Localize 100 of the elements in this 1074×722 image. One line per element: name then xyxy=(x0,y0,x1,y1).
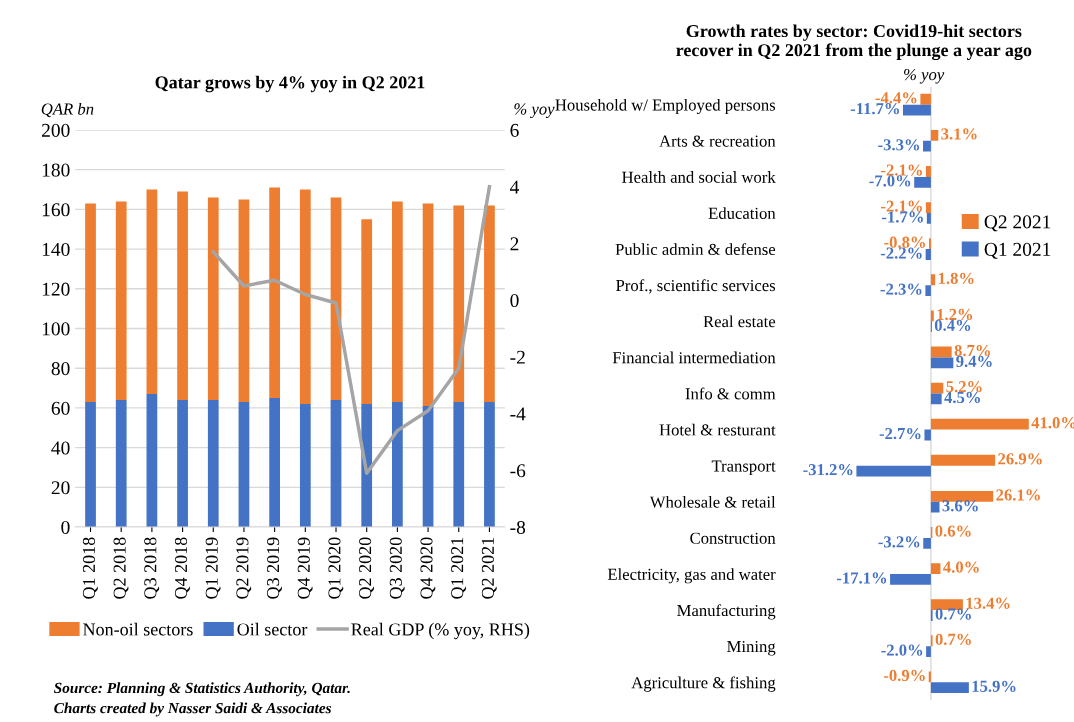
y-axis-title: QAR bn xyxy=(41,102,94,118)
y-tick-label: Manufacturing xyxy=(677,604,776,620)
data-label: -4.4% xyxy=(875,92,917,104)
bar xyxy=(930,418,1029,430)
y-tick-label: Real estate xyxy=(703,315,776,328)
x-tick-label: Q2 2020 xyxy=(359,537,374,599)
bar xyxy=(920,93,931,105)
bar xyxy=(925,166,931,177)
bar xyxy=(299,403,311,528)
bar xyxy=(146,394,158,528)
bar xyxy=(930,490,994,502)
bar xyxy=(207,197,219,400)
data-label: 0.4% xyxy=(934,319,971,331)
data-label: 1.8% xyxy=(938,272,974,285)
y2-tick-label: -8 xyxy=(510,520,526,534)
data-label: -0.8% xyxy=(884,236,926,248)
bar xyxy=(923,140,931,152)
bar xyxy=(930,393,942,405)
y2-tick-label: -2 xyxy=(510,350,525,364)
y-tick-label: 160 xyxy=(42,203,70,217)
bar xyxy=(923,537,931,549)
y-tick-label: 120 xyxy=(42,282,70,296)
bar xyxy=(856,465,931,477)
data-label: -2.3% xyxy=(880,283,922,295)
x-tick-label: Q2 2018 xyxy=(113,537,129,599)
bar xyxy=(930,454,996,466)
bar xyxy=(926,646,931,658)
data-label: 4.0% xyxy=(943,561,979,573)
data-label: 8.7% xyxy=(954,344,990,357)
y-tick-label: Household w/ Employed persons xyxy=(555,98,776,115)
bar xyxy=(453,401,465,528)
bar xyxy=(269,398,281,528)
data-label: 4.5% xyxy=(944,391,980,404)
bar xyxy=(930,501,940,513)
legend-label: Oil sector xyxy=(237,622,308,636)
bar xyxy=(902,104,931,116)
bar xyxy=(453,205,465,402)
y-tick-label: Wholesale & retail xyxy=(649,496,776,508)
bar xyxy=(269,187,281,398)
x-axis-title: % yoy xyxy=(904,68,945,84)
legend-label: Q2 2021 xyxy=(984,215,1051,232)
bar xyxy=(930,563,941,574)
x-tick-label: Q2 2019 xyxy=(236,537,252,599)
y-tick-label: Agriculture & fishing xyxy=(631,676,776,692)
bar xyxy=(930,274,936,286)
x-tick-label: Q4 2019 xyxy=(297,537,313,599)
x-tick-label: Q1 2019 xyxy=(205,537,221,599)
y-tick-label: 180 xyxy=(42,163,70,177)
bar xyxy=(392,201,403,402)
line-series xyxy=(211,184,492,475)
x-tick-label: Q3 2020 xyxy=(389,537,405,599)
y-tick-label: Public admin & defense xyxy=(615,243,776,256)
y-tick-label: Health and social work xyxy=(622,171,776,183)
y-tick-label: Arts & recreation xyxy=(659,135,776,147)
bar xyxy=(930,346,952,358)
data-label: 15.9% xyxy=(972,680,1016,692)
bar xyxy=(177,399,188,528)
data-label: 3.1% xyxy=(941,128,977,140)
y2-tick-label: 0 xyxy=(510,293,519,308)
data-label: -3.2% xyxy=(878,536,920,548)
bar xyxy=(85,401,96,528)
data-label: 26.1% xyxy=(996,489,1040,501)
bar xyxy=(925,285,931,297)
bar xyxy=(484,401,495,528)
bar xyxy=(930,382,944,394)
data-label: -2.0% xyxy=(881,644,923,656)
bar xyxy=(392,401,403,528)
y-tick-label: 20 xyxy=(51,481,70,495)
data-label: 0.7% xyxy=(935,608,971,620)
bar xyxy=(930,357,954,369)
y-tick-label: 200 xyxy=(42,123,70,137)
data-label: 0.7% xyxy=(935,633,971,646)
chart-title: Growth rates by sector: Covid19-hit sectors recover in Q2 2021 from the plunge a year ago xyxy=(676,24,1032,61)
x-tick-label: Q1 2018 xyxy=(82,537,98,599)
y-tick-label: 140 xyxy=(42,242,70,257)
x-tick-label: Q3 2018 xyxy=(144,537,160,599)
y2-tick-label: -6 xyxy=(510,464,526,478)
data-label: -31.2% xyxy=(803,464,853,476)
bar xyxy=(85,203,96,402)
x-tick-label: Q4 2018 xyxy=(174,537,190,599)
y2-tick-label: 4 xyxy=(510,180,520,194)
y-tick-label: Transport xyxy=(711,460,776,476)
data-label: 0.6% xyxy=(935,525,971,537)
data-label: -11.7% xyxy=(850,103,900,115)
bar xyxy=(924,429,931,441)
bar xyxy=(238,199,250,402)
data-label: -2.2% xyxy=(880,247,922,259)
y-tick-label: Prof., scientific services xyxy=(616,279,776,294)
y-tick-label: Financial intermediation xyxy=(612,351,776,364)
y-tick-label: 40 xyxy=(51,441,70,455)
y-tick-label: Education xyxy=(708,207,776,219)
legend-label: Q1 2021 xyxy=(984,242,1051,259)
bar xyxy=(115,399,127,528)
y-tick-label: Construction xyxy=(690,532,776,544)
bar xyxy=(299,189,311,404)
bar xyxy=(361,219,373,404)
y2-tick-label: 6 xyxy=(510,123,519,137)
source-note: Source: Planning & Statistics Authority, Qatar. xyxy=(53,682,350,697)
bar xyxy=(115,201,127,400)
data-label: 1.2% xyxy=(937,308,973,321)
